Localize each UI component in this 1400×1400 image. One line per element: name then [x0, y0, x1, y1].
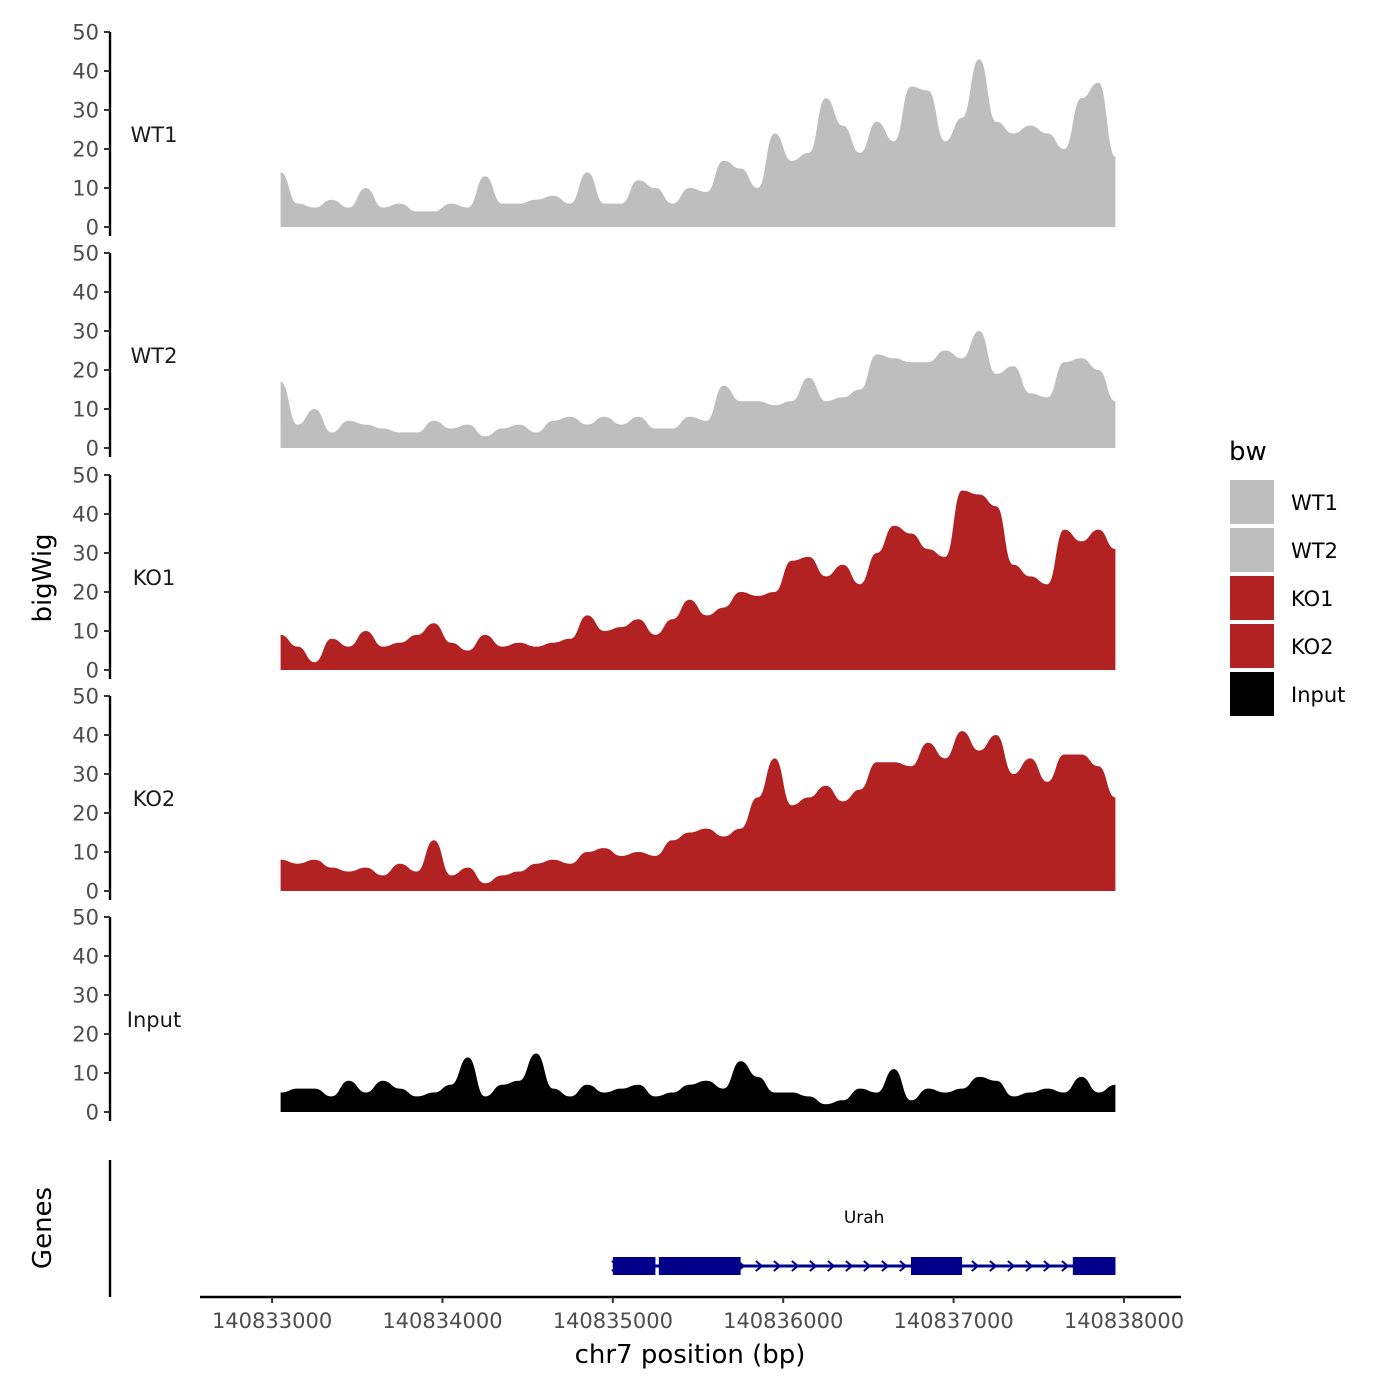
y-tick-label: 40	[72, 724, 99, 748]
y-tick-label: 40	[72, 503, 99, 527]
y-tick-label: 0	[86, 659, 99, 683]
panel-label-input: Input	[127, 1008, 181, 1032]
strand-arrow	[899, 1260, 908, 1272]
legend-item-wt1: WT1	[1230, 480, 1338, 524]
legend-item-input: Input	[1230, 672, 1345, 716]
legend-swatch	[1230, 480, 1274, 524]
y-tick-label: 50	[72, 906, 99, 930]
panel-label-wt2: WT2	[131, 344, 178, 368]
area-ko1	[280, 490, 1116, 670]
strand-arrow	[989, 1260, 998, 1272]
strand-arrow	[971, 1260, 980, 1272]
strand-arrow	[1025, 1260, 1034, 1272]
y-tick-label: 10	[72, 1062, 99, 1086]
y-tick-label: 40	[72, 60, 99, 84]
gene-label: Urah	[844, 1208, 885, 1228]
gene-exon	[910, 1257, 963, 1275]
legend-item-ko1: KO1	[1230, 576, 1334, 620]
y-axis-title: bigWig	[28, 533, 58, 622]
strand-arrow	[755, 1260, 764, 1272]
strand-arrow	[1007, 1260, 1016, 1272]
panel-ko2: 0 10 20 30 40 50 KO2	[72, 685, 1116, 904]
gene-track-title: Genes	[28, 1187, 58, 1269]
x-axis-title: chr7 position (bp)	[575, 1340, 806, 1370]
y-tick-label: 30	[72, 984, 99, 1008]
strand-arrow	[881, 1260, 890, 1272]
y-tick-label: 20	[72, 1023, 99, 1047]
track-panels: 0 10 20 30 40 50 WT1 0 10 20 30 40 50 WT2 0 10 20 30 40 50 K…	[72, 21, 1116, 1125]
x-axis: 140833000 140834000 140835000 140836000 1408…	[200, 1295, 1184, 1333]
x-tick-label: 140833000	[212, 1309, 332, 1333]
strand-arrow	[827, 1260, 836, 1272]
y-tick-label: 40	[72, 281, 99, 305]
panel-input: 0 10 20 30 40 50 Input	[72, 906, 1116, 1125]
legend-swatch	[1230, 576, 1274, 620]
y-tick-label: 0	[86, 880, 99, 904]
panel-label-ko1: KO1	[133, 566, 176, 590]
legend-item-wt2: WT2	[1230, 528, 1338, 572]
x-tick-label: 140837000	[893, 1309, 1013, 1333]
gene-exon	[612, 1257, 656, 1275]
legend-item-ko2: KO2	[1230, 624, 1334, 668]
y-tick-label: 20	[72, 138, 99, 162]
strand-arrow	[1043, 1260, 1052, 1272]
panel-wt1: 0 10 20 30 40 50 WT1	[72, 21, 1116, 240]
y-tick-label: 20	[72, 359, 99, 383]
x-tick-label: 140838000	[1064, 1309, 1184, 1333]
legend-title: bw	[1229, 437, 1267, 467]
area-wt2	[280, 331, 1116, 448]
panel-ko1: 0 10 20 30 40 50 KO1	[72, 464, 1116, 683]
y-tick-label: 20	[72, 581, 99, 605]
y-tick-label: 30	[72, 542, 99, 566]
legend-label: WT2	[1291, 539, 1338, 563]
gene-track: Urah	[108, 1160, 1116, 1297]
x-tick-label: 140835000	[553, 1309, 673, 1333]
y-tick-label: 50	[72, 464, 99, 488]
area-ko2	[280, 731, 1116, 891]
legend: bw WT1 WT2 KO1 KO2 Input	[1229, 437, 1345, 716]
legend-swatch	[1230, 672, 1274, 716]
strand-arrow	[791, 1260, 800, 1272]
y-tick-label: 40	[72, 945, 99, 969]
y-tick-label: 0	[86, 1101, 99, 1125]
y-tick-label: 10	[72, 620, 99, 644]
gene-urah: Urah	[611, 1208, 1116, 1275]
legend-label: KO2	[1291, 635, 1334, 659]
y-tick-label: 30	[72, 763, 99, 787]
area-input	[280, 1053, 1116, 1112]
panel-label-wt1: WT1	[131, 123, 178, 147]
legend-swatch	[1230, 624, 1274, 668]
gene-exon	[658, 1257, 741, 1275]
y-tick-label: 50	[72, 685, 99, 709]
strand-arrow	[1061, 1260, 1070, 1272]
legend-label: Input	[1291, 683, 1345, 707]
x-tick-label: 140836000	[723, 1309, 843, 1333]
y-tick-label: 20	[72, 802, 99, 826]
legend-label: KO1	[1291, 587, 1334, 611]
panel-label-ko2: KO2	[133, 787, 176, 811]
y-tick-label: 30	[72, 320, 99, 344]
strand-arrow	[773, 1260, 782, 1272]
x-tick-label: 140834000	[382, 1309, 502, 1333]
y-tick-label: 10	[72, 398, 99, 422]
y-tick-label: 30	[72, 99, 99, 123]
area-wt1	[280, 59, 1116, 227]
y-tick-label: 10	[72, 177, 99, 201]
gene-exon	[1072, 1257, 1116, 1275]
y-tick-label: 0	[86, 216, 99, 240]
legend-label: WT1	[1291, 491, 1338, 515]
strand-arrow	[845, 1260, 854, 1272]
y-tick-label: 0	[86, 437, 99, 461]
panel-wt2: 0 10 20 30 40 50 WT2	[72, 242, 1116, 461]
legend-swatch	[1230, 528, 1274, 572]
y-tick-label: 50	[72, 242, 99, 266]
y-tick-label: 10	[72, 841, 99, 865]
strand-arrow	[863, 1260, 872, 1272]
strand-arrow	[809, 1260, 818, 1272]
y-tick-label: 50	[72, 21, 99, 45]
